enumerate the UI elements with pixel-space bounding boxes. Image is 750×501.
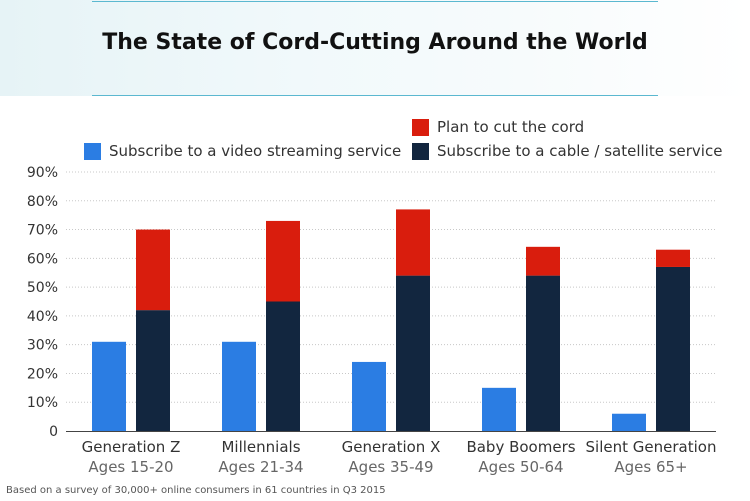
x-category-sublabel: Ages 21-34	[218, 458, 303, 476]
x-category-label: Millennials	[221, 438, 300, 456]
legend-swatch-plan-cut	[412, 118, 429, 136]
y-tick-label: 50%	[27, 280, 58, 296]
x-category-label: Generation X	[342, 438, 441, 456]
y-tick-label: 40%	[27, 309, 58, 325]
chart-title: The State of Cord-Cutting Around the Wor…	[102, 30, 648, 55]
y-tick-label: 10%	[27, 395, 58, 411]
bar-plan-cut	[656, 249, 690, 267]
bar-streaming	[352, 361, 386, 431]
title-banner: The State of Cord-Cutting Around the Wor…	[0, 0, 750, 96]
y-tick-label: 0	[49, 424, 58, 440]
x-category-sublabel: Ages 65+	[614, 458, 687, 476]
bar-cable	[526, 275, 560, 431]
bar-plan-cut	[266, 220, 300, 302]
source-note: Based on a survey of 30,000+ online cons…	[6, 485, 386, 496]
bar-plan-cut	[396, 209, 430, 276]
y-tick-label: 30%	[27, 338, 58, 354]
bar-plan-cut	[526, 246, 560, 276]
legend-swatch-streaming	[84, 142, 101, 160]
bar-streaming	[482, 387, 516, 431]
y-tick-label: 70%	[27, 223, 58, 239]
y-tick-label: 20%	[27, 366, 58, 382]
bar-streaming	[222, 341, 256, 431]
x-category-label: Baby Boomers	[466, 438, 575, 456]
legend-item-cable: Subscribe to a cable / satellite service	[412, 142, 722, 160]
y-tick-label: 90%	[27, 165, 58, 181]
bar-cable	[266, 301, 300, 431]
x-category-sublabel: Ages 15-20	[88, 458, 173, 476]
legend-item-plan-cut: Plan to cut the cord	[412, 118, 584, 136]
x-category-label: Silent Generation	[586, 438, 717, 456]
legend-label-plan-cut: Plan to cut the cord	[437, 118, 585, 136]
legend-label-streaming: Subscribe to a video streaming service	[109, 142, 402, 160]
y-tick-label: 60%	[27, 251, 58, 267]
bar-streaming	[92, 341, 126, 431]
banner-top-rule	[92, 1, 658, 2]
bar-plan-cut	[136, 229, 170, 311]
bar-cable	[656, 266, 690, 431]
x-category-sublabel: Ages 35-49	[348, 458, 433, 476]
legend-item-streaming: Subscribe to a video streaming service	[84, 142, 401, 160]
legend-swatch-cable	[412, 142, 429, 160]
x-category-sublabel: Ages 50-64	[478, 458, 563, 476]
y-tick-label: 80%	[27, 194, 58, 210]
bar-cable	[136, 310, 170, 431]
x-category-label: Generation Z	[82, 438, 181, 456]
legend-label-cable: Subscribe to a cable / satellite service	[437, 142, 723, 160]
bar-cable	[396, 275, 430, 431]
bar-streaming	[612, 413, 646, 431]
banner-bottom-rule	[92, 95, 658, 96]
